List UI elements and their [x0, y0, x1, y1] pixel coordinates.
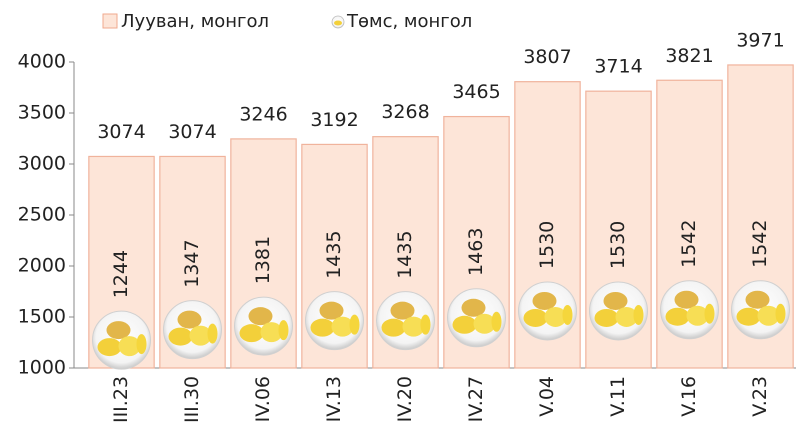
potato [492, 312, 502, 332]
y-tick-label: 3500 [18, 102, 66, 124]
x-tick-label: V.23 [749, 376, 771, 417]
y-tick-label: 3000 [18, 153, 66, 175]
x-tick-label: V.16 [678, 376, 700, 417]
potato [169, 328, 193, 346]
bar-value-label: 3714 [594, 56, 642, 78]
chart: Лууван, монгол Төмс, монгол 1000 1500 2000 2… [0, 0, 796, 432]
potato [350, 315, 360, 335]
potato [524, 309, 548, 327]
potato [98, 338, 122, 356]
potato [208, 324, 218, 344]
legend-icon-potato [334, 21, 342, 26]
legend: Лууван, монгол Төмс, монгол [103, 11, 472, 32]
x-tick-label: IV.20 [394, 376, 416, 422]
bar-value-label: 3268 [381, 101, 429, 123]
potato-value-label: 1530 [536, 221, 558, 269]
bar-value-label: 3246 [239, 103, 287, 125]
potato-value-label: 1347 [181, 239, 203, 287]
potato [137, 334, 147, 354]
x-tick-label: IV.27 [465, 376, 487, 422]
legend-label: Төмс, монгол [346, 11, 472, 32]
y-tick-label: 1000 [18, 357, 66, 379]
potato-value-label: 1530 [607, 221, 629, 269]
x-tick-label: IV.06 [252, 376, 274, 422]
x-tick-label: III.23 [110, 376, 132, 423]
potato-value-label: 1381 [252, 236, 274, 284]
bar-value-label: 3971 [736, 29, 784, 51]
potato [634, 305, 644, 325]
potato [382, 319, 406, 337]
x-tick-label: V.04 [536, 376, 558, 417]
legend-swatch [103, 14, 117, 28]
potato [595, 309, 619, 327]
y-tick-label: 2000 [18, 255, 66, 277]
potato [311, 319, 335, 337]
potato-value-label: 1435 [394, 230, 416, 278]
x-tick-label: V.11 [607, 376, 629, 417]
potato [563, 305, 573, 325]
bar-value-label: 3465 [452, 81, 500, 103]
potato-value-label: 1542 [749, 220, 771, 268]
potato [776, 304, 786, 324]
potato-value-label: 1463 [465, 228, 487, 276]
bar-value-label: 3821 [665, 45, 713, 67]
potato [666, 308, 690, 326]
potato [279, 320, 289, 340]
potato [705, 304, 715, 324]
y-tick-label: 4000 [18, 51, 66, 73]
potato [421, 315, 431, 335]
potato-value-label: 1435 [323, 230, 345, 278]
bar-value-label: 3074 [97, 121, 145, 143]
bar-value-label: 3807 [523, 46, 571, 68]
y-tick-label: 1500 [18, 306, 66, 328]
potato [737, 308, 761, 326]
potato [453, 316, 477, 334]
potato [240, 324, 264, 342]
x-tick-label: III.30 [181, 376, 203, 423]
potato-value-label: 1244 [110, 250, 132, 298]
legend-label: Лууван, монгол [121, 11, 269, 32]
x-tick-label: IV.13 [323, 376, 345, 422]
bar-value-label: 3074 [168, 121, 216, 143]
y-tick-label: 2500 [18, 204, 66, 226]
bar-value-label: 3192 [310, 109, 358, 131]
potato-value-label: 1542 [678, 220, 700, 268]
